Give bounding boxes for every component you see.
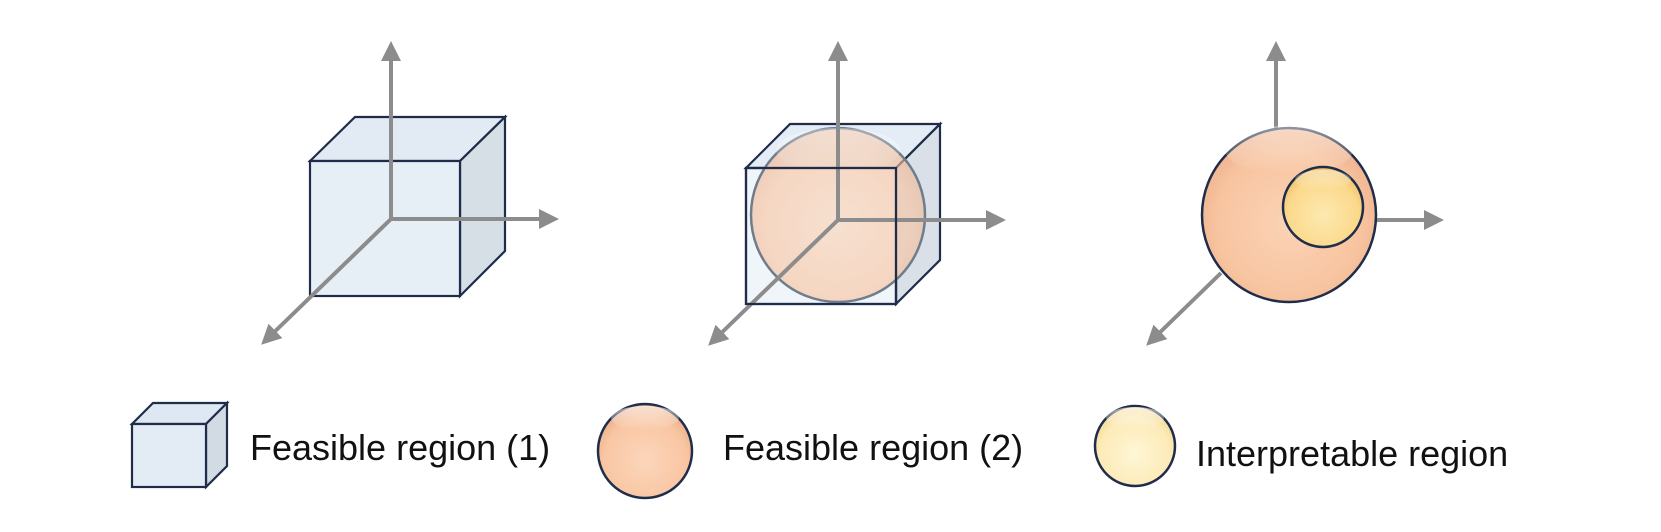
legend: Feasible region (1) Feasible region (2) … (129, 400, 1508, 500)
legend-label-interpretable: Interpretable region (1196, 433, 1508, 474)
cube-icon (129, 400, 230, 490)
sphere-icon (1093, 404, 1177, 488)
y-axis (708, 218, 840, 346)
y-axis (261, 217, 393, 345)
interpretable-gloss (1295, 170, 1351, 190)
legend-label-feasible-2: Feasible region (2) (723, 427, 1023, 468)
legend-label-feasible-1: Feasible region (1) (250, 427, 550, 468)
cube-front-outline (744, 166, 898, 306)
panel-cube (261, 41, 559, 345)
panel-sphere (1146, 41, 1444, 346)
interpretable-region-sphere (1281, 165, 1365, 249)
sphere-icon (596, 402, 694, 500)
sphere-gloss (1225, 126, 1353, 174)
panel-cube-sphere (708, 41, 1006, 346)
y-axis (1146, 271, 1223, 346)
